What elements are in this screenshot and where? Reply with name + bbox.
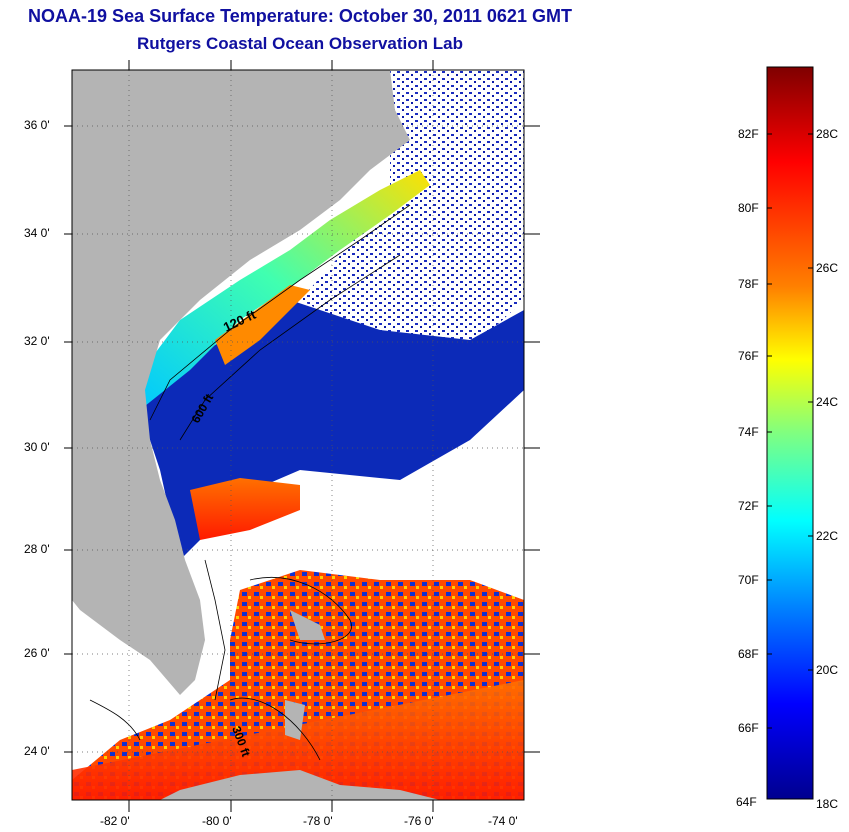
- lat-label-34: 34 0': [24, 226, 50, 240]
- map-subtitle: Rutgers Coastal Ocean Observation Lab: [137, 34, 463, 53]
- scale-label-f: 72F: [738, 499, 759, 513]
- scale-label-c: 18C: [816, 797, 839, 811]
- scale-label-f: 68F: [738, 647, 759, 661]
- lon-label-82: -82 0': [100, 814, 130, 828]
- lon-label-80: -80 0': [202, 814, 232, 828]
- lon-label-74: -74 0': [488, 814, 518, 828]
- scale-label-c: 24C: [816, 395, 839, 409]
- scale-label-f: 66F: [738, 721, 759, 735]
- land-mass: [72, 70, 410, 695]
- scale-label-c: 28C: [816, 127, 839, 141]
- color-scale-bar: [766, 66, 814, 800]
- scale-label-f: 78F: [738, 277, 759, 291]
- lon-label-76: -76 0': [404, 814, 434, 828]
- scale-label-f: 82F: [738, 127, 759, 141]
- scale-label-c: 26C: [816, 261, 839, 275]
- scale-label-f: 76F: [738, 349, 759, 363]
- lat-label-28: 28 0': [24, 542, 50, 556]
- map-title: NOAA-19 Sea Surface Temperature: October…: [28, 6, 572, 26]
- lon-label-78: -78 0': [303, 814, 333, 828]
- scale-label-f: 64F: [736, 795, 757, 809]
- scale-label-f: 80F: [738, 201, 759, 215]
- lat-label-36: 36 0': [24, 118, 50, 132]
- lat-label-30: 30 0': [24, 440, 50, 454]
- lat-label-26: 26 0': [24, 646, 50, 660]
- scale-label-f: 70F: [738, 573, 759, 587]
- scale-label-c: 20C: [816, 663, 839, 677]
- lat-label-32: 32 0': [24, 334, 50, 348]
- lat-label-24: 24 0': [24, 744, 50, 758]
- scale-label-c: 22C: [816, 529, 839, 543]
- scale-label-f: 74F: [738, 425, 759, 439]
